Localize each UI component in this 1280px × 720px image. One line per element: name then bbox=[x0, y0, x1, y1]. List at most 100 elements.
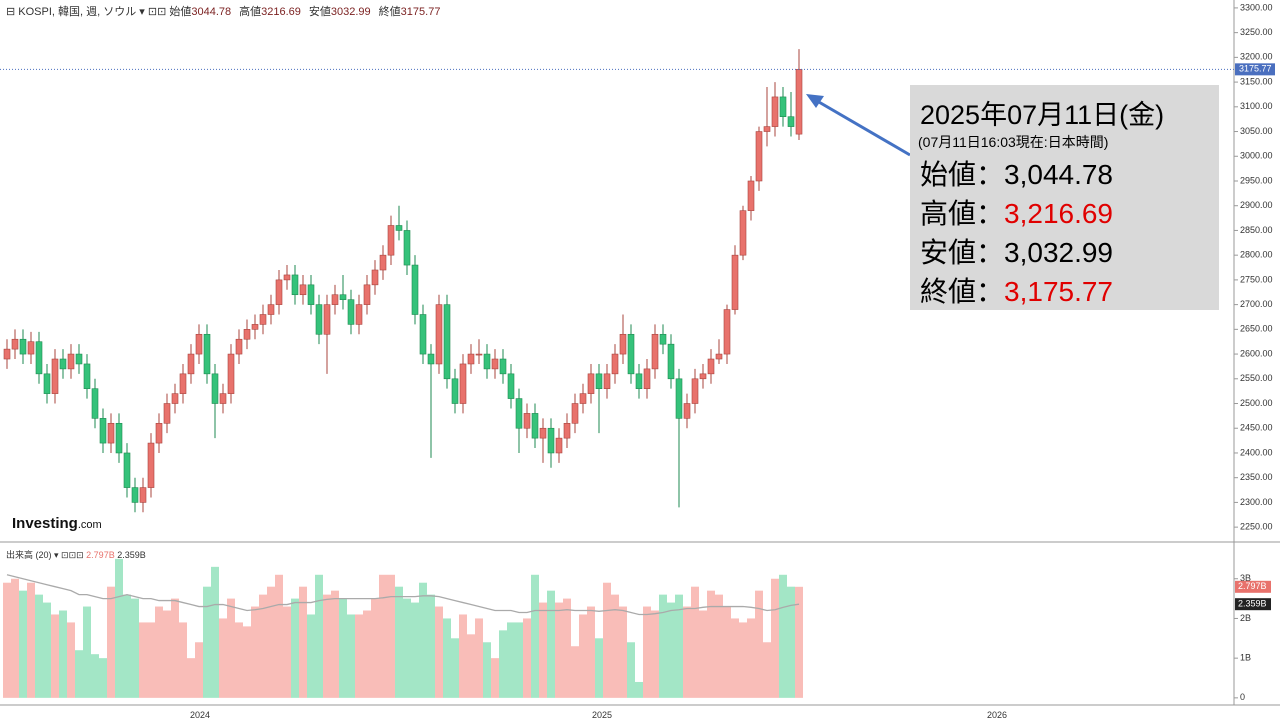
candle-body bbox=[195, 333, 203, 355]
volume-bar bbox=[91, 654, 99, 698]
annotation-row: 安値：3,032.99 bbox=[920, 234, 1219, 271]
candle-body bbox=[531, 413, 539, 439]
candle-body bbox=[643, 368, 651, 389]
candle-body bbox=[139, 487, 147, 503]
volume-bar bbox=[531, 574, 539, 698]
volume-bar bbox=[611, 594, 619, 698]
volume-bar bbox=[683, 606, 691, 698]
ma-last-box bbox=[1235, 598, 1271, 611]
volume-bar bbox=[627, 642, 635, 698]
candle-body bbox=[67, 353, 75, 370]
candle-body bbox=[483, 353, 491, 370]
candle-body bbox=[499, 358, 507, 375]
candle-body bbox=[763, 126, 771, 132]
candle-body bbox=[475, 353, 483, 356]
ohlc-label: 高値 bbox=[239, 6, 262, 18]
candle-body bbox=[683, 403, 691, 419]
candle-body bbox=[795, 69, 803, 135]
candle-body bbox=[75, 353, 83, 365]
candle-body bbox=[363, 284, 371, 305]
y-tick-label: 3150.00 bbox=[1240, 76, 1273, 86]
volume-bar bbox=[675, 594, 683, 698]
volume-bar bbox=[443, 618, 451, 698]
candle-body bbox=[291, 274, 299, 296]
candle-body bbox=[739, 210, 747, 256]
y-tick-label: 2550.00 bbox=[1240, 373, 1273, 383]
candle-body bbox=[227, 353, 235, 394]
volume-bar bbox=[235, 622, 243, 698]
candle-body bbox=[747, 180, 755, 211]
y-tick-label: 3050.00 bbox=[1240, 126, 1273, 136]
candle-body bbox=[443, 304, 451, 380]
volume-bar bbox=[299, 586, 307, 698]
volume-bar bbox=[35, 594, 43, 698]
volume-bar bbox=[707, 590, 715, 698]
volume-title: 出来高 (20) bbox=[6, 550, 52, 560]
volume-bar bbox=[507, 622, 515, 698]
candle-body bbox=[379, 254, 387, 271]
header: ⊟ KOSPI, 韓国, 週, ソウル ▾ ⊡⊡ 始値3044.78 高値3216… bbox=[6, 6, 441, 18]
candle-body bbox=[723, 309, 731, 355]
volume-bar bbox=[499, 630, 507, 698]
y-tick-label: 2450.00 bbox=[1240, 423, 1273, 433]
volume-bar bbox=[771, 578, 779, 698]
volume-bar bbox=[187, 658, 195, 698]
volume-bar bbox=[227, 598, 235, 698]
y-tick-label: 2800.00 bbox=[1240, 250, 1273, 260]
volume-bar bbox=[699, 610, 707, 698]
annotation-text: 高値： bbox=[920, 198, 1005, 229]
volume-bar bbox=[51, 614, 59, 698]
x-label: 2025 bbox=[592, 710, 613, 720]
candle-body bbox=[707, 358, 715, 375]
volume-bar bbox=[635, 681, 643, 698]
candle-body bbox=[627, 333, 635, 375]
annotation-text: 3,032.99 bbox=[1004, 237, 1114, 268]
candle-body bbox=[691, 378, 699, 404]
candle-body bbox=[651, 333, 659, 370]
volume-bar bbox=[667, 602, 675, 698]
candle-body bbox=[187, 353, 195, 375]
volume-bar bbox=[691, 586, 699, 698]
candle-body bbox=[251, 324, 259, 330]
candle-body bbox=[491, 358, 499, 370]
volume-bar bbox=[331, 590, 339, 698]
candle-body bbox=[459, 363, 467, 404]
candle-body bbox=[451, 378, 459, 404]
candle-body bbox=[675, 378, 683, 419]
volume-bar bbox=[563, 598, 571, 698]
annotation-note: (07月11日16:03現在:日本時間) bbox=[918, 134, 1109, 150]
volume-bar bbox=[203, 586, 211, 698]
candle-body bbox=[523, 413, 531, 429]
candle-body bbox=[595, 373, 603, 389]
volume-bar bbox=[123, 594, 131, 698]
y-tick-label: 2700.00 bbox=[1240, 299, 1273, 309]
volume-last-label: 2.797B bbox=[1238, 581, 1267, 591]
candle-body bbox=[275, 279, 283, 305]
volume-bar bbox=[99, 658, 107, 698]
volume-bar bbox=[515, 622, 523, 698]
volume-bar bbox=[43, 602, 51, 698]
volume-bar bbox=[779, 574, 787, 698]
volume-bar bbox=[411, 602, 419, 698]
volume-bar bbox=[427, 594, 435, 698]
candle-body bbox=[283, 274, 291, 281]
volume-bar bbox=[59, 610, 67, 698]
candle-body bbox=[11, 338, 19, 350]
ohlc-label: 安値 bbox=[308, 6, 331, 18]
volume-bar bbox=[539, 602, 547, 698]
candle-body bbox=[35, 341, 43, 375]
candle-body bbox=[171, 393, 179, 404]
annotation-text: 安値： bbox=[920, 237, 1005, 268]
candle-body bbox=[427, 353, 435, 365]
candle-body bbox=[91, 388, 99, 419]
volume-bar bbox=[315, 574, 323, 698]
candle-body bbox=[411, 264, 419, 315]
volume-bar bbox=[3, 582, 11, 698]
volume-bar bbox=[491, 658, 499, 698]
volume-bar bbox=[27, 582, 35, 698]
candle-body bbox=[659, 333, 667, 345]
ohlc-value: 3044.78 bbox=[191, 6, 232, 18]
annotation-row: 高値：3,216.69 bbox=[920, 195, 1219, 232]
volume-bar bbox=[587, 606, 595, 698]
candle-body bbox=[147, 442, 155, 488]
